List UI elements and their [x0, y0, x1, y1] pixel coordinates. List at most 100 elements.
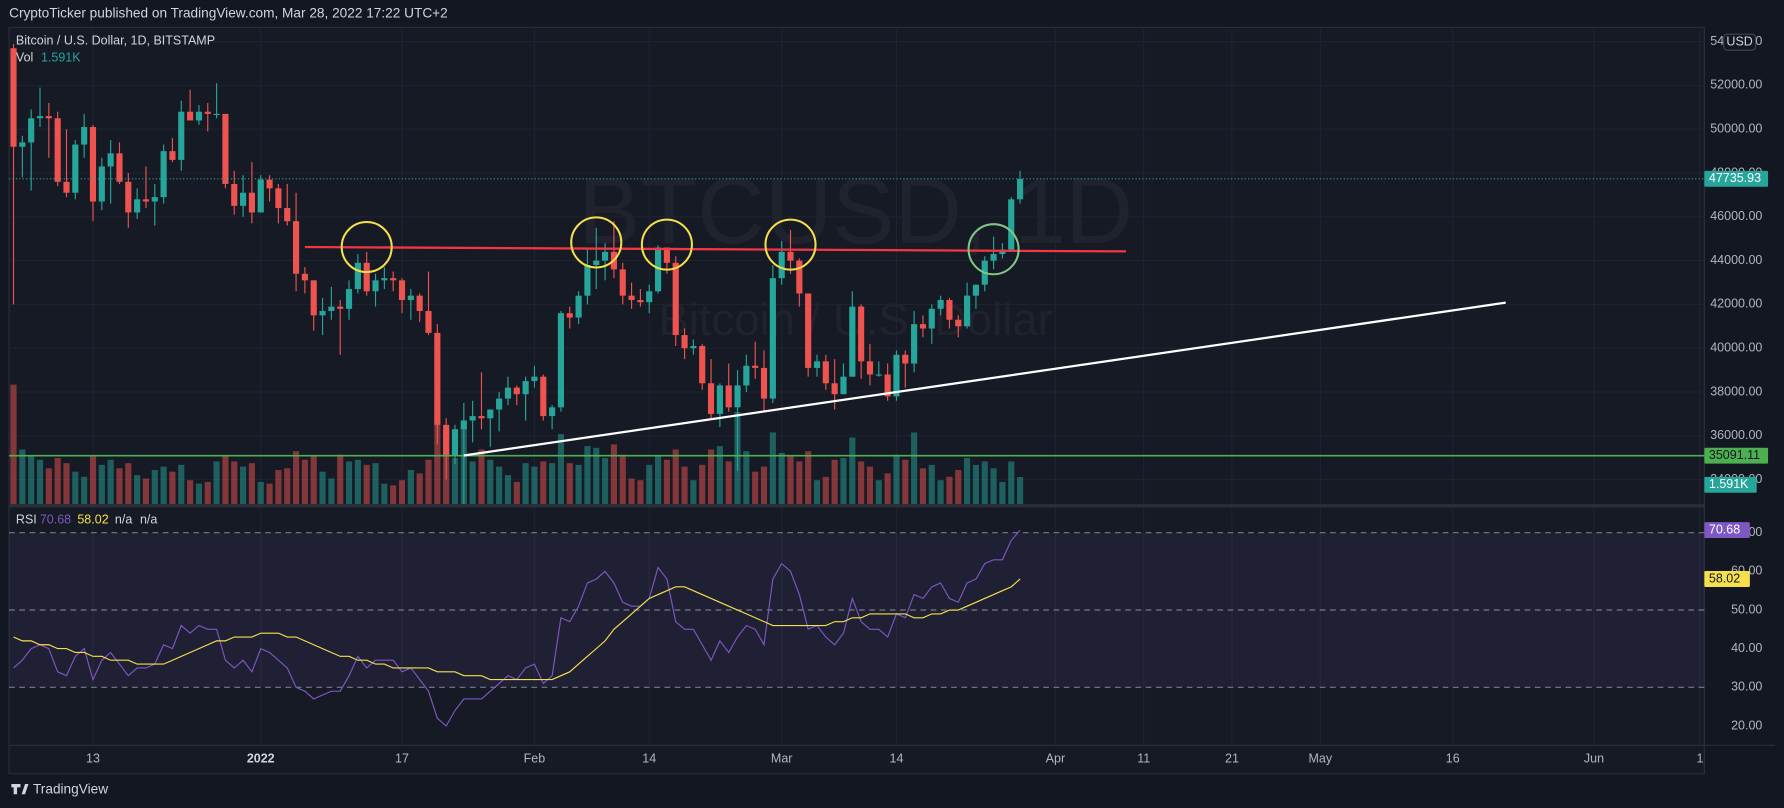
chart-frame — [8, 26, 1705, 775]
volume-bar — [858, 461, 865, 505]
candle-body — [796, 260, 803, 294]
candle-body — [213, 113, 220, 116]
candle-body — [337, 306, 344, 309]
candle-body — [646, 291, 653, 303]
volume-bar — [45, 468, 52, 505]
volume-bar — [769, 432, 776, 505]
volume-bar — [354, 459, 361, 505]
candle-body — [531, 376, 538, 382]
candle-body — [725, 385, 732, 408]
volume-bar — [231, 461, 238, 505]
volume-bar — [937, 480, 944, 505]
candle-body — [972, 284, 979, 296]
candle-body — [849, 306, 856, 377]
volume-badge: 1.591K — [1709, 477, 1749, 491]
candle-body — [328, 306, 335, 311]
highlight-circle — [570, 216, 623, 269]
rsi-badge-bg — [1704, 522, 1750, 539]
volume-bar — [540, 461, 547, 505]
y-tick-label: 40000.00 — [1710, 341, 1762, 355]
candle-body — [240, 192, 247, 206]
candle-body — [840, 376, 847, 395]
candle-body — [681, 335, 688, 349]
candle-body — [813, 361, 821, 368]
y-tick-label: 42000.00 — [1710, 297, 1762, 311]
rsi-tick-label: 40.00 — [1731, 641, 1762, 655]
volume-bar — [813, 480, 821, 505]
x-tick-label: Jun — [1584, 751, 1604, 765]
volume-bar — [557, 434, 565, 505]
candle-body — [566, 313, 573, 318]
candle-body — [398, 280, 406, 301]
level-badge-bg — [1704, 447, 1769, 464]
candle-body — [319, 310, 326, 316]
x-tick-label: 1 — [1696, 751, 1703, 765]
candle-body — [89, 127, 97, 202]
volume-bar — [72, 471, 79, 505]
chart-title: Bitcoin / U.S. Dollar, 1D, BITSTAMP — [16, 33, 215, 47]
y-tick-label: 38000.00 — [1710, 384, 1762, 398]
candle-body — [1017, 178, 1024, 200]
volume-bar — [654, 456, 662, 505]
x-tick-label: Apr — [1046, 751, 1065, 765]
candle-body — [875, 374, 882, 376]
candle-body — [231, 183, 238, 206]
volume-bar — [911, 432, 918, 505]
volume-bar — [972, 464, 979, 505]
rsi-ma-badge: 58.02 — [1709, 571, 1740, 585]
candle-body — [222, 113, 229, 184]
volume-bar — [831, 459, 838, 505]
volume-bar — [487, 459, 494, 505]
volume-bar — [928, 464, 935, 505]
volume-bar — [716, 446, 723, 505]
x-tick-label: 17 — [395, 751, 409, 765]
candle-body — [805, 293, 812, 368]
candle-body — [584, 264, 591, 296]
volume-bar — [884, 473, 891, 505]
currency-badge: USD — [1726, 34, 1752, 48]
x-tick-label: 16 — [1446, 751, 1460, 765]
trend-line — [463, 301, 1506, 457]
candle-body — [416, 295, 423, 311]
candle-body — [301, 273, 308, 281]
volume-bar — [840, 458, 847, 505]
candle-body — [425, 310, 432, 333]
candle-body — [134, 199, 141, 213]
volume-bar — [19, 449, 26, 505]
y-tick-label: 44000.00 — [1710, 253, 1762, 267]
volume-bar — [637, 480, 644, 505]
last-price-badge: 47735.93 — [1709, 171, 1761, 185]
rsi-tick-label: 20.00 — [1731, 718, 1762, 732]
candle-body — [142, 199, 150, 202]
candle-body — [204, 111, 211, 114]
volume-bar — [319, 471, 326, 505]
volume-bar — [169, 471, 176, 505]
candle-body — [699, 346, 706, 384]
candle-body — [831, 383, 838, 395]
highlight-circle — [340, 220, 393, 274]
candle-body — [858, 306, 865, 362]
volume-bar — [345, 461, 353, 505]
volume-bar — [875, 480, 882, 505]
volume-bar — [151, 469, 158, 505]
x-tick-label: 2022 — [247, 751, 275, 765]
candle-body — [955, 319, 962, 327]
volume-bar — [725, 461, 732, 505]
candle-body — [292, 221, 300, 274]
candle-body — [549, 407, 556, 417]
volume-bar — [222, 456, 229, 505]
candle-body — [964, 295, 971, 327]
candle-body — [884, 374, 891, 397]
volume-bar — [522, 463, 529, 505]
candle-body — [637, 300, 644, 303]
volume-bar — [284, 468, 291, 505]
volume-bar — [89, 456, 97, 505]
rsi-tick-label: 50.00 — [1731, 602, 1762, 616]
volume-bar — [752, 471, 759, 505]
volume-legend-value: 1.591K — [41, 50, 81, 64]
candle-body — [769, 278, 776, 399]
candle-body — [893, 354, 900, 397]
volume-bar — [54, 458, 61, 505]
candle-body — [602, 251, 609, 261]
